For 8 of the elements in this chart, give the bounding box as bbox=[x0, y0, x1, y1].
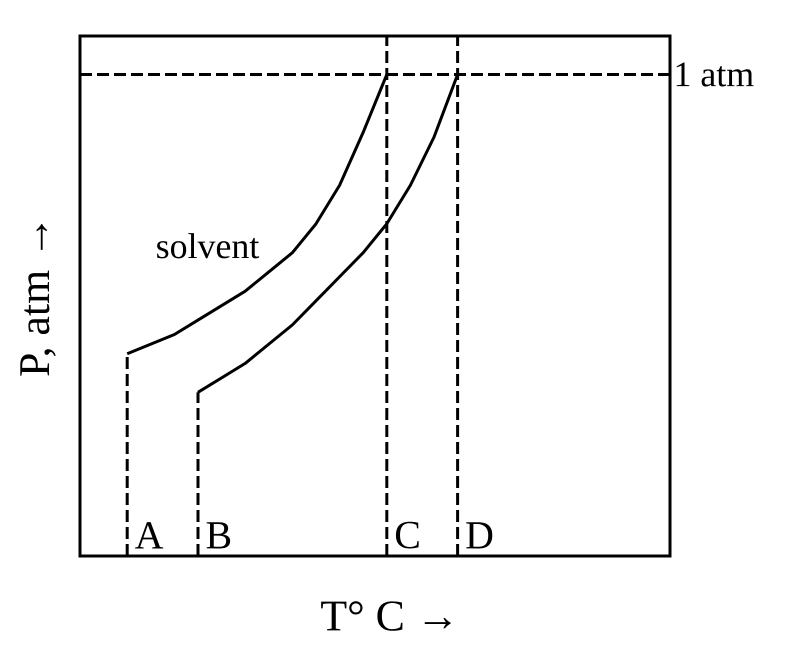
annotation: B bbox=[206, 522, 230, 548]
annotation: C bbox=[396, 522, 419, 548]
series-label: solvent bbox=[157, 233, 260, 258]
y-axis-title: P, atm → bbox=[20, 224, 56, 376]
annotation: D bbox=[466, 522, 492, 548]
annotation: A bbox=[135, 522, 164, 548]
text: 1 atm bbox=[676, 62, 754, 87]
x-axis-title: T° C → bbox=[321, 601, 451, 631]
